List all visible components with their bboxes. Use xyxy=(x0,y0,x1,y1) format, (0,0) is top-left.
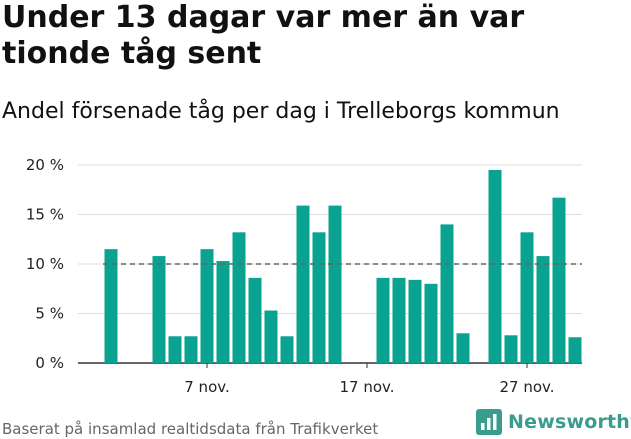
bar xyxy=(264,310,278,363)
bar xyxy=(536,256,550,363)
bar xyxy=(248,277,262,363)
bar xyxy=(168,336,182,363)
bar xyxy=(456,333,470,363)
bar xyxy=(232,232,246,363)
bars xyxy=(104,169,582,363)
bar xyxy=(392,277,406,363)
bar xyxy=(488,169,502,363)
bar xyxy=(408,279,422,363)
y-tick-label: 5 % xyxy=(35,305,64,323)
y-tick-label: 0 % xyxy=(35,354,64,372)
source-note: Baserat på insamlad realtidsdata från Tr… xyxy=(2,420,379,438)
brand-logo: Newsworthy xyxy=(476,407,631,437)
bar xyxy=(552,197,566,363)
y-tick-label: 10 % xyxy=(26,255,64,273)
x-tick-label: 7 nov. xyxy=(184,378,229,396)
x-tick-label: 27 nov. xyxy=(499,378,554,396)
bar xyxy=(152,256,166,363)
chart-subtitle: Andel försenade tåg per dag i Trelleborg… xyxy=(2,99,560,124)
bar xyxy=(504,335,518,363)
newsworthy-chart-logo-icon xyxy=(476,409,502,435)
bar xyxy=(296,205,310,363)
bar xyxy=(376,277,390,363)
bar xyxy=(280,336,294,363)
bar xyxy=(200,249,214,363)
chart-title: Under 13 dagar var mer än var tionde tåg… xyxy=(2,0,525,71)
bar xyxy=(520,232,534,363)
x-tick-label: 17 nov. xyxy=(339,378,394,396)
brand-name: Newsworthy xyxy=(508,411,631,433)
bar xyxy=(328,205,342,363)
bar xyxy=(184,336,198,363)
bar xyxy=(440,224,454,363)
bar xyxy=(424,283,438,363)
bar xyxy=(312,232,326,363)
y-tick-label: 20 % xyxy=(26,156,64,174)
bar xyxy=(216,261,230,363)
bar-chart: 0 % 5 % 10 % 15 % 20 % 7 nov. 17 nov. 27 nov. xyxy=(26,156,582,396)
bar xyxy=(568,337,582,363)
y-tick-label: 15 % xyxy=(26,206,64,224)
bar xyxy=(104,249,118,363)
axis-labels: 0 % 5 % 10 % 15 % 20 % 7 nov. 17 nov. 27 nov. xyxy=(26,156,555,396)
